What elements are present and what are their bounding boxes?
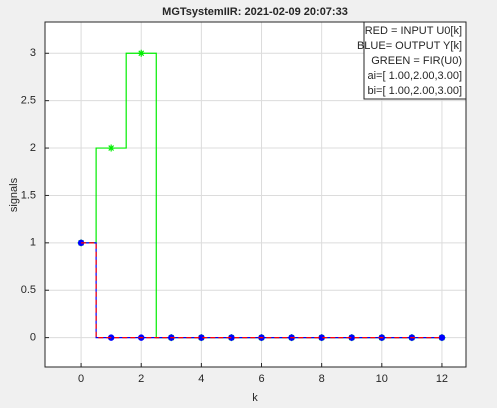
- marker: [107, 144, 115, 152]
- legend-text: BLUE= OUTPUT Y[k]: [357, 40, 462, 52]
- x-tick-label: 0: [78, 373, 84, 385]
- marker: [198, 334, 205, 341]
- marker: [137, 49, 145, 57]
- y-tick-label: 2: [30, 142, 36, 154]
- series-line: [81, 242, 442, 339]
- marker: [318, 334, 325, 341]
- marker: [228, 334, 235, 341]
- plot: [77, 49, 446, 342]
- axes-box: [44, 21, 467, 368]
- marker: [348, 334, 355, 341]
- y-tick-label: 2.5: [21, 95, 36, 107]
- y-tick-label: 0: [30, 332, 36, 344]
- y-axis-label: signals: [8, 177, 20, 212]
- x-tick-label: 2: [138, 373, 144, 385]
- y-tick-label: 1: [30, 237, 36, 249]
- x-tick-label: 4: [198, 373, 204, 385]
- x-axis-label: k: [252, 392, 258, 404]
- legend-box: [363, 21, 467, 100]
- x-tick-label: 6: [258, 373, 264, 385]
- legend-text: GREEN = FIR(U0): [371, 55, 462, 67]
- y-tick-label: 0.5: [21, 284, 36, 296]
- legend-text: bi=[ 1.00,2.00,3.00]: [368, 85, 463, 97]
- x-tick-label: 12: [436, 373, 448, 385]
- y-tick-label: 1.5: [21, 189, 36, 201]
- marker: [438, 334, 446, 341]
- chart-title: MGTsystemIIR: 2021-02-09 20:07:33: [162, 6, 348, 18]
- x-tick-label: 8: [319, 373, 325, 385]
- legend-text: ai=[ 1.00,2.00,3.00]: [368, 70, 463, 82]
- legend-text: RED = INPUT U0[k]: [365, 25, 462, 37]
- x-tick-label: 10: [376, 373, 388, 385]
- y-tick-label: 3: [30, 47, 36, 59]
- legend: RED = INPUT U0[k] BLUE= OUTPUT Y[k] GREEN …: [357, 21, 467, 100]
